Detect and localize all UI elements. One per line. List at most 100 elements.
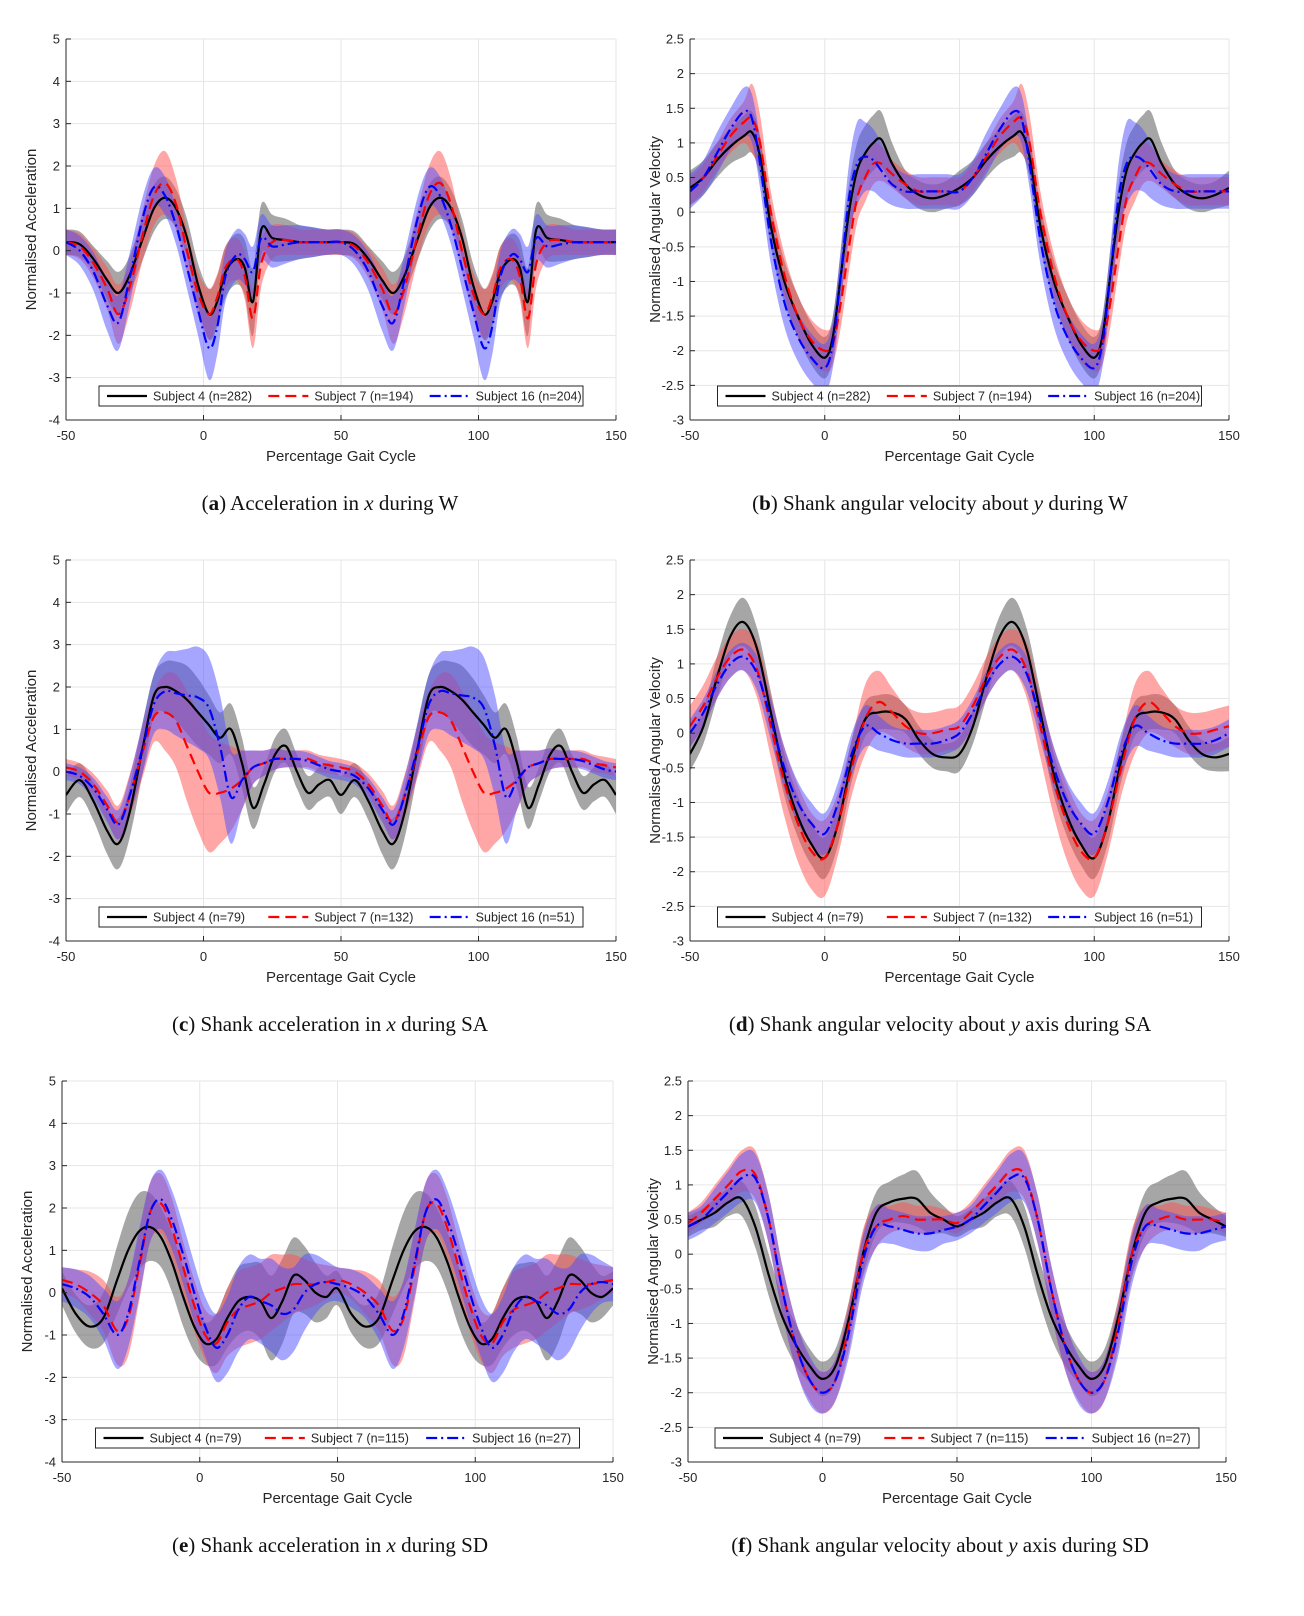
y-tick-label: 1 [53,722,60,737]
series-line-3 [66,689,616,826]
y-tick-label: -2 [44,1370,56,1385]
y-tick-label: -0.5 [660,1281,682,1296]
legend-entry-2: Subject 7 (n=132) [933,911,1032,925]
panel-letter: f [738,1533,746,1557]
x-axis-label: Percentage Gait Cycle [266,969,416,986]
y-axis-label: Normalised Acceleration [19,1191,36,1353]
x-tick-label: 150 [1218,949,1240,964]
y-tick-label: -2 [672,864,684,879]
y-tick-label: -2.5 [662,378,684,393]
y-tick-label: 1.5 [664,1143,682,1158]
legend-box [98,385,584,407]
series-line-3 [62,1198,613,1349]
x-tick-label: 150 [602,1470,624,1485]
chart-panel-b: -50 0 50 100 150 -3 -2.5 -2 -1.5 -1 -0.5 0 0.5 1 1.5 2 2… [647,32,1240,516]
data-layer [688,1146,1226,1414]
caption-variable: x [363,491,374,515]
x-tick-label: 150 [605,949,627,964]
legend-entry-1: Subject 4 (n=79) [150,1432,242,1446]
y-tick-label: 0 [677,205,684,220]
y-axis-label: Normalised Angular Velocity [645,1178,662,1365]
y-tick-label: 5 [53,553,60,568]
series-line-1 [690,130,1229,359]
y-tick-label: 2.5 [666,32,684,47]
data-layer [62,1169,613,1383]
legend-box [714,1427,1200,1449]
y-tick-label: 2 [675,1108,682,1123]
y-axis-label: Normalised Acceleration [23,670,40,832]
legend-entry-3: Subject 16 (n=204) [1094,390,1200,404]
y-tick-label: 0.5 [666,691,684,706]
x-tick-label: -50 [57,428,76,443]
panel-caption: (d) Shank angular velocity about y axis … [729,1012,1152,1036]
y-tick-label: 1 [53,201,60,216]
chart-panel-a: -50 0 50 100 150 -4 -3 -2 -1 0 1 2 3 4 5 Percentage Gai… [23,32,627,516]
y-tick-label: -1 [48,286,60,301]
confidence-band-3 [66,646,616,844]
panel-letter: a [209,491,220,515]
confidence-band-3 [690,86,1229,393]
panel-caption: (e) Shank acceleration in x during SD [172,1533,488,1557]
y-tick-label: 3 [53,637,60,652]
y-tick-label: -1.5 [662,309,684,324]
x-tick-label: -50 [681,949,700,964]
x-tick-label: 50 [952,428,966,443]
y-tick-label: 1.5 [666,101,684,116]
legend-entry-3: Subject 16 (n=51) [1094,911,1193,925]
legend-entry-1: Subject 4 (n=282) [772,390,871,404]
panel-letter: d [736,1012,748,1036]
series-line-2 [688,1168,1226,1394]
x-tick-label: 100 [1083,428,1105,443]
x-tick-label: 100 [1081,1470,1103,1485]
data-layer [690,83,1229,393]
y-tick-label: 4 [53,74,60,89]
series-line-3 [66,185,616,350]
y-tick-label: -2 [672,343,684,358]
y-tick-label: 5 [53,32,60,47]
series-line-2 [690,116,1229,353]
y-tick-label: -1 [48,807,60,822]
panel-letter: b [759,491,771,515]
legend-box [95,1427,580,1449]
y-tick-label: 2.5 [664,1074,682,1089]
y-tick-label: 0 [53,764,60,779]
x-tick-label: -50 [679,1470,698,1485]
y-tick-label: -3 [44,1412,56,1427]
series-line-1 [66,685,616,846]
legend: Subject 4 (n=79) Subject 7 (n=132) Subject… [717,906,1202,928]
legend: Subject 4 (n=79) Subject 7 (n=115) Subject… [95,1427,580,1449]
x-axis-label: Percentage Gait Cycle [884,969,1034,986]
x-tick-label: 50 [330,1470,344,1485]
series-line-2 [66,710,616,824]
x-axis-label: Percentage Gait Cycle [266,448,416,465]
series-line-2 [66,181,616,320]
panel-letter: c [179,1012,188,1036]
legend: Subject 4 (n=282) Subject 7 (n=194) Subjec… [98,385,584,407]
legend-box [717,385,1202,407]
panel-caption: (a) Acceleration in x during W [202,491,459,515]
caption-variable: y [1009,1012,1021,1036]
series-line-1 [62,1225,613,1346]
y-tick-label: 0 [49,1285,56,1300]
data-layer [690,597,1229,899]
x-tick-label: 0 [200,949,207,964]
x-axis-label: Percentage Gait Cycle [882,1490,1032,1507]
x-tick-label: 150 [1215,1470,1237,1485]
y-tick-label: -3 [48,370,60,385]
x-tick-label: 0 [821,428,828,443]
y-tick-label: -1.5 [660,1351,682,1366]
data-layer [66,646,616,870]
x-tick-label: 150 [1218,428,1240,443]
y-tick-label: 2 [53,680,60,695]
legend-entry-1: Subject 4 (n=79) [769,1432,861,1446]
x-tick-label: -50 [681,428,700,443]
x-tick-label: 50 [950,1470,964,1485]
y-tick-label: 2 [677,587,684,602]
series-line-1 [688,1196,1226,1380]
legend-entry-3: Subject 16 (n=51) [476,911,575,925]
x-tick-label: 0 [821,949,828,964]
chart-panel-f: -50 0 50 100 150 -3 -2.5 -2 -1.5 -1 -0.5 0 0.5 1 1.5 2 2… [645,1074,1237,1558]
legend-entry-2: Subject 7 (n=194) [314,390,413,404]
legend-box [98,906,584,928]
y-tick-label: -1 [672,274,684,289]
